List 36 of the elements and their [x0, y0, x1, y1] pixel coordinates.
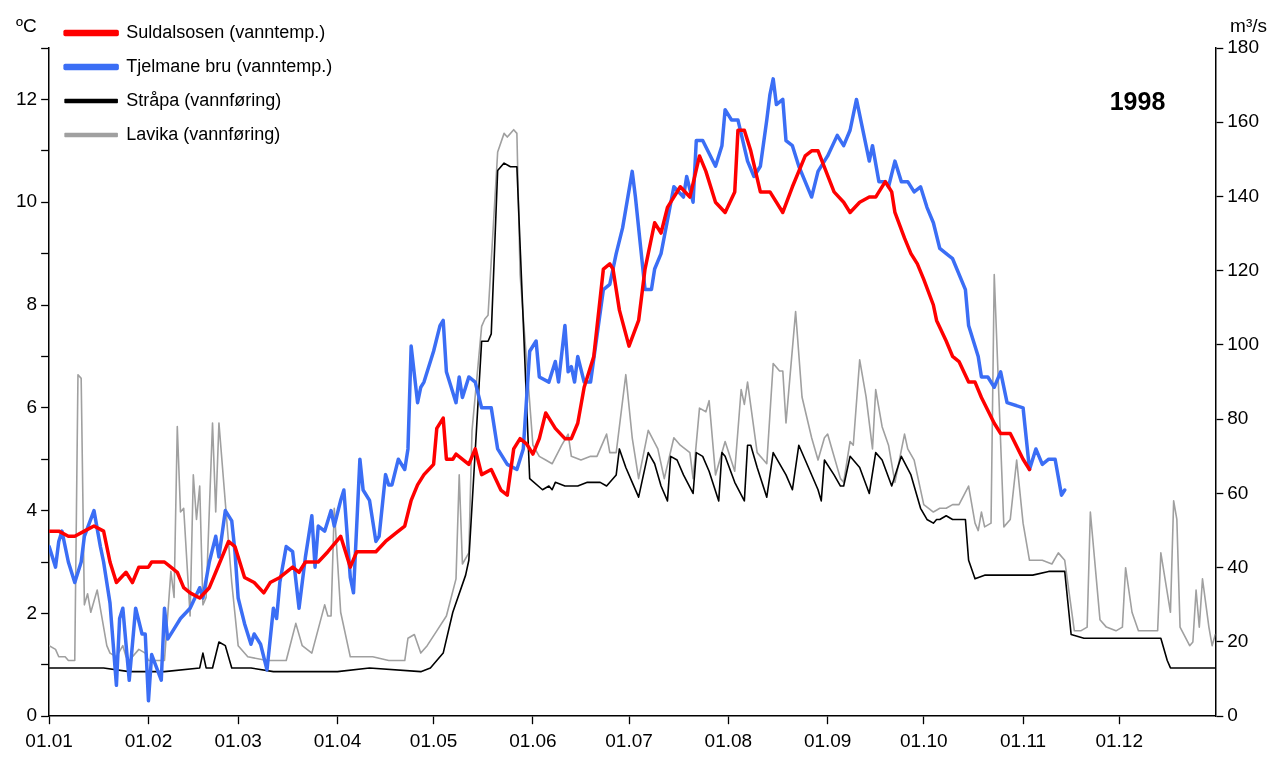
annotation: 1998	[1109, 87, 1166, 115]
y2-tick-label: 80	[1227, 407, 1249, 429]
legend-label: Stråpa (vannføring)	[126, 89, 282, 110]
y-axis-title: ºC	[16, 15, 37, 36]
y2-tick-label: 40	[1227, 555, 1249, 577]
y2-tick-label: 120	[1227, 258, 1259, 280]
y2-tick-label: 100	[1227, 333, 1259, 355]
y-tick-label: 12	[15, 87, 38, 109]
y2-tick-label: 160	[1227, 110, 1259, 132]
x-tick-label: 01.12	[1095, 729, 1143, 751]
legend-label: Suldalsosen (vanntemp.)	[126, 21, 326, 42]
y2-tick-label: 20	[1227, 630, 1249, 652]
x-tick-label: 01.07	[605, 729, 653, 751]
x-tick-label: 01.08	[704, 729, 753, 751]
x-tick-label: 01.03	[214, 729, 262, 751]
y-tick-label: 4	[26, 498, 38, 520]
x-tick-label: 01.11	[1000, 729, 1047, 751]
y2-tick-label: 180	[1227, 36, 1259, 58]
x-tick-label: 01.01	[25, 729, 73, 751]
y2-tick-label: 0	[1227, 704, 1238, 726]
x-tick-label: 01.06	[509, 729, 557, 751]
y2-tick-label: 140	[1227, 184, 1259, 206]
y2-axis-title: m³/s	[1230, 15, 1267, 36]
y-tick-label: 2	[26, 601, 38, 623]
x-tick-label: 01.04	[313, 729, 362, 751]
x-tick-label: 01.10	[899, 729, 948, 751]
y-tick-label: 0	[26, 704, 38, 726]
y-tick-label: 8	[26, 293, 38, 315]
y-tick-label: 6	[26, 396, 38, 418]
x-tick-label: 01.09	[803, 729, 852, 751]
legend-label: Lavika (vannføring)	[126, 123, 281, 144]
y2-tick-label: 60	[1227, 481, 1249, 503]
x-tick-label: 01.02	[124, 729, 173, 751]
y-tick-label: 10	[15, 190, 38, 212]
legend-label: Tjelmane bru (vanntemp.)	[126, 55, 333, 76]
x-tick-label: 01.05	[409, 729, 458, 751]
